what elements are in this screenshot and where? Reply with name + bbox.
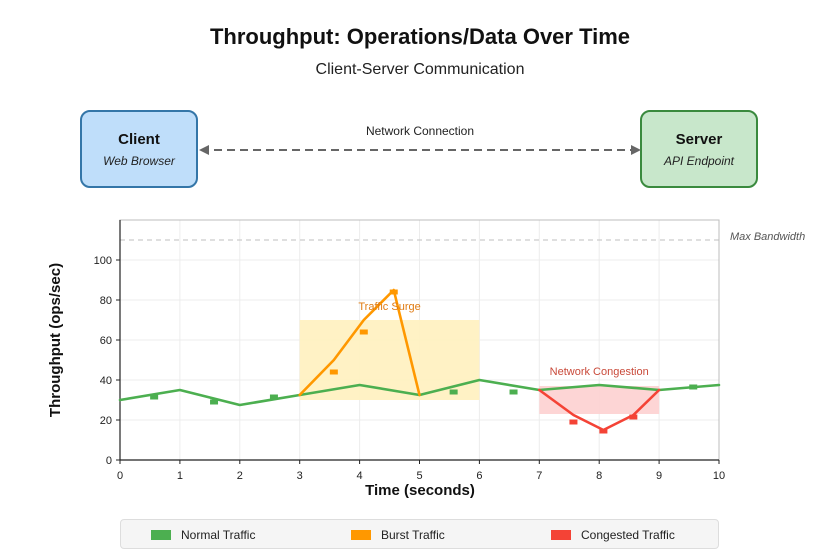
y-tick-label: 20 [100,415,112,427]
x-tick-label: 1 [177,470,183,482]
max-bandwidth-label: Max Bandwidth [730,231,805,243]
server-node: Server API Endpoint [640,110,758,188]
server-node-name: Server [675,130,723,148]
server-node-sub: API Endpoint [663,153,735,168]
y-tick-label: 40 [100,375,112,387]
legend-item-normal: Normal Traffic [151,528,255,542]
x-tick-label: 2 [237,470,243,482]
x-tick-label: 5 [416,470,422,482]
data-marker-normal [689,384,698,390]
y-tick-label: 60 [100,335,112,347]
page-title: Throughput: Operations/Data Over Time [209,24,631,49]
data-marker-congested [629,414,638,420]
legend-label-congested: Congested Traffic [581,528,675,542]
legend-item-congested: Congested Traffic [551,528,675,542]
x-tick-label: 10 [713,470,725,482]
legend-swatch-normal [151,530,171,540]
data-marker-burst [359,329,368,335]
data-marker-congested [569,419,578,425]
legend-label-normal: Normal Traffic [181,528,256,542]
data-marker-congested [599,428,608,434]
x-tick-label: 9 [656,470,662,482]
series-line-burst [298,288,421,397]
data-marker-normal [449,389,458,395]
x-tick-label: 8 [596,470,602,482]
data-marker-normal [150,394,159,400]
y-tick-label: 0 [106,455,112,467]
connection-label: Network Connection [365,124,475,138]
client-node: Client Web Browser [80,110,198,188]
legend-item-burst: Burst Traffic [351,528,445,542]
y-tick-label: 100 [94,255,112,267]
x-tick-label: 7 [536,470,542,482]
x-tick-label: 4 [357,470,363,482]
region-label-congested: Network Congestion [550,366,649,378]
data-marker-burst [389,289,398,295]
legend-swatch-burst [351,530,371,540]
data-marker-normal [269,394,278,400]
page-subtitle: Client-Server Communication [315,61,525,78]
x-axis-label: Time (seconds) [365,482,475,499]
x-tick-label: 3 [297,470,303,482]
x-tick-label: 0 [117,470,123,482]
data-marker-normal [210,399,219,405]
legend-label-burst: Burst Traffic [381,528,445,542]
client-node-name: Client [118,130,160,148]
data-marker-normal [509,389,518,395]
region-congested [539,386,660,414]
x-tick-label: 6 [476,470,482,482]
y-axis-label: Throughput (ops/sec) [47,263,64,417]
legend: Normal Traffic Burst Traffic Congested T… [120,519,719,549]
legend-swatch-congested [551,530,571,540]
y-tick-label: 80 [100,295,112,307]
client-node-sub: Web Browser [103,153,175,168]
region-label-burst: Traffic Surge [358,301,420,313]
data-marker-burst [329,369,338,375]
